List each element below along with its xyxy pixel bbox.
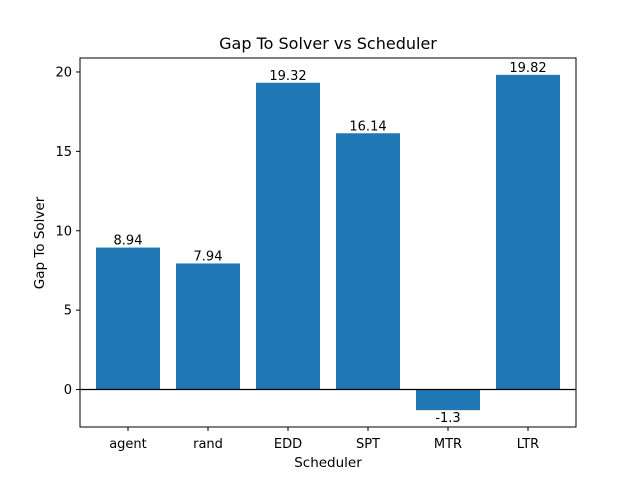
x-tick-label: SPT [356,437,380,452]
y-axis-ticks: 0 5 10 15 20 [55,65,80,398]
y-axis-label: Gap To Solver [32,196,48,289]
y-tick-label: 10 [55,224,72,239]
x-tick-label: agent [109,437,147,452]
bar-SPT [336,133,400,390]
y-tick-label: 15 [55,145,72,160]
x-axis-label: Scheduler [294,455,362,471]
y-tick-label: 20 [55,65,72,80]
x-tick-label: rand [193,437,223,452]
bar-value-label: 16.14 [349,119,386,134]
bar-MTR [416,389,480,411]
y-tick-label: 0 [64,383,72,398]
bar-value-label: 19.32 [269,69,306,84]
bar-value-label: 19.82 [509,61,546,76]
bar-LTR [496,74,560,390]
bar-agent [96,247,160,390]
x-tick-label: MTR [434,437,462,452]
bar-labels-group: 8.94 7.94 19.32 16.14 -1.3 19.82 [114,61,547,426]
chart-title: Gap To Solver vs Scheduler [219,34,437,53]
bar-value-label: 8.94 [114,234,143,249]
plot-frame [79,57,577,428]
bar-value-label: 7.94 [194,249,223,264]
bar-rand [176,263,240,390]
x-axis-ticks: agent rand EDD SPT MTR LTR [109,427,539,452]
bars-group [96,74,560,411]
x-tick-label: EDD [274,437,302,452]
bar-EDD [256,82,320,390]
bar-value-label: -1.3 [435,411,460,426]
x-tick-label: LTR [517,437,539,452]
y-tick-label: 5 [64,304,72,319]
